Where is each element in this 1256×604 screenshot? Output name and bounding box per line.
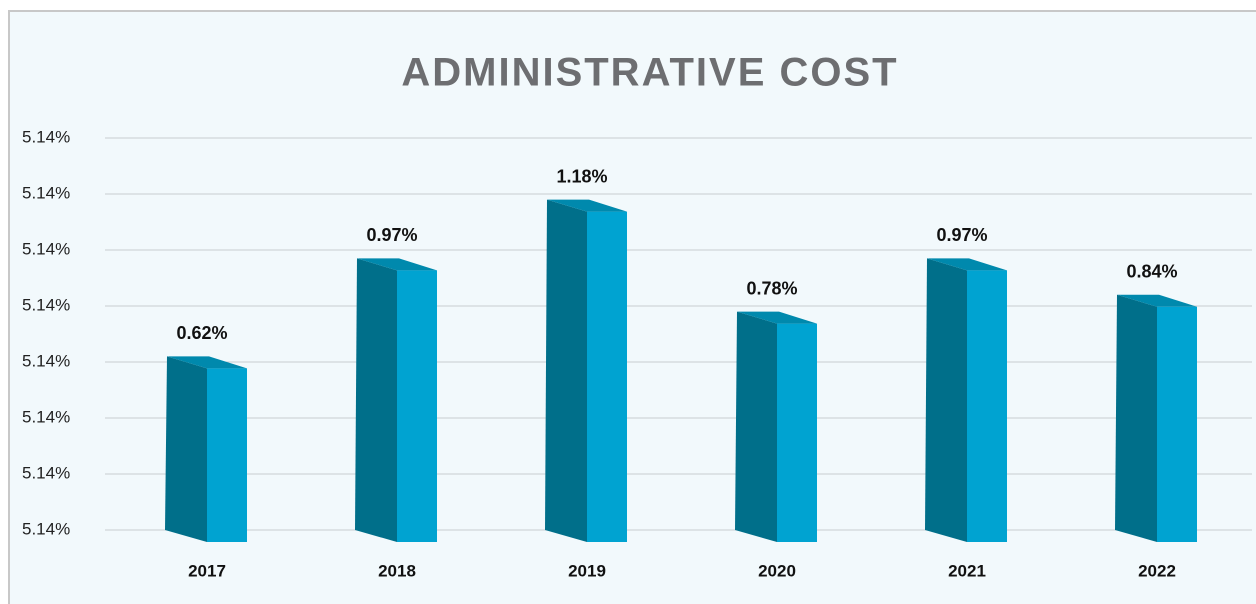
x-tick-label: 2019 xyxy=(568,561,606,580)
bar-front xyxy=(1157,306,1197,542)
x-tick-label: 2017 xyxy=(188,561,226,580)
x-tick-label: 2020 xyxy=(758,561,796,580)
bar-top xyxy=(357,258,437,271)
bar-side xyxy=(1115,294,1157,542)
value-label: 0.78% xyxy=(746,278,797,298)
bar-side xyxy=(925,258,967,542)
value-label: 0.84% xyxy=(1126,262,1177,282)
y-tick-label: 5.14% xyxy=(22,407,70,426)
y-tick-label: 5.14% xyxy=(22,519,70,538)
x-tick-label: 2018 xyxy=(378,561,416,580)
bar-side xyxy=(165,356,207,542)
y-tick-label: 5.14% xyxy=(22,351,70,370)
bar-side xyxy=(735,311,777,542)
x-tick-label: 2022 xyxy=(1138,561,1176,580)
y-tick-label: 5.14% xyxy=(22,127,70,146)
x-tick-label: 2021 xyxy=(948,561,986,580)
bar-front xyxy=(777,323,817,542)
value-label: 0.97% xyxy=(936,225,987,245)
value-label: 0.97% xyxy=(366,225,417,245)
value-label: 1.18% xyxy=(556,166,607,186)
chart-title: ADMINISTRATIVE COST xyxy=(401,51,898,95)
value-label: 0.62% xyxy=(176,323,227,343)
bar-side xyxy=(355,258,397,542)
bar-front xyxy=(207,368,247,542)
y-tick-label: 5.14% xyxy=(22,183,70,202)
bar-top xyxy=(167,356,247,369)
y-tick-label: 5.14% xyxy=(22,239,70,258)
bar-top xyxy=(547,199,627,212)
bar-front xyxy=(587,211,627,542)
y-tick-label: 5.14% xyxy=(22,295,70,314)
bar-front xyxy=(967,270,1007,542)
bar-top xyxy=(737,311,817,324)
bar-top xyxy=(927,258,1007,271)
y-tick-label: 5.14% xyxy=(22,463,70,482)
bar-top xyxy=(1117,294,1197,307)
bar-front xyxy=(397,270,437,542)
bar-side xyxy=(545,199,587,542)
